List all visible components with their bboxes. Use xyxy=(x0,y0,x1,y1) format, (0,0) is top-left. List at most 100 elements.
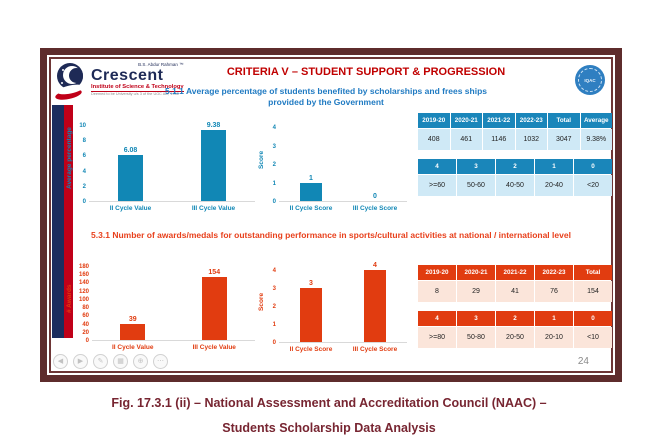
x-tick-label: II Cycle Score xyxy=(289,205,333,212)
y-tick-label: 0 xyxy=(272,340,276,346)
y-axis-ticks: 0 1 2 3 4 xyxy=(267,260,279,346)
bar-group: 154 xyxy=(201,268,227,340)
bar-group: 3 xyxy=(300,280,322,342)
table-cell: 40-50 xyxy=(496,175,534,196)
x-axis-labels: II Cycle Score III Cycle Score xyxy=(279,343,407,353)
x-tick-label: III Cycle Value xyxy=(192,344,236,351)
bar-group: 9.38 xyxy=(201,122,226,201)
iqac-seal-label: IQAC xyxy=(584,77,596,83)
bar xyxy=(120,323,146,340)
awards-tables: 2019-20 2020-21 2021-22 2022-23 Total 8 29 41 76… xyxy=(418,265,612,348)
table-header-cell: Total xyxy=(548,113,580,128)
y-tick-label: 4 xyxy=(272,268,276,274)
slide: B.S. Abdur Rahman ™ Crescent Institute o… xyxy=(49,57,613,373)
next-button[interactable]: ▶ xyxy=(73,354,88,369)
bar-value-label: 154 xyxy=(208,268,221,276)
table-cell: 50-60 xyxy=(457,175,495,196)
all-slides-button[interactable]: ▦ xyxy=(113,354,128,369)
table-header-cell: 0 xyxy=(574,311,612,326)
page-number: 24 xyxy=(577,356,589,367)
table-header-cell: 0 xyxy=(574,159,612,174)
table-cell: 8 xyxy=(418,281,456,302)
table-cell: >=80 xyxy=(418,327,456,348)
y-tick-label: 0 xyxy=(82,199,86,205)
bar xyxy=(300,288,322,342)
table-cell: 20-40 xyxy=(535,175,573,196)
logo-trademark: B.S. Abdur Rahman ™ xyxy=(138,62,184,67)
scholarship-scale-table: 4 3 2 1 0 >=60 50-60 40-50 20-40 <20 xyxy=(418,159,612,196)
y-tick-label: 100 xyxy=(78,296,89,303)
table-cell: 50-80 xyxy=(457,327,495,348)
bar-group: 6.08 xyxy=(118,147,143,201)
y-tick-label: 0 xyxy=(272,199,276,205)
chart-awards-count: # Awards 0 20 40 60 80 100 120 140 160 180 39 154 II … xyxy=(65,256,255,351)
table-header-cell: 4 xyxy=(418,159,456,174)
x-tick-label: III Cycle Score xyxy=(352,346,398,353)
y-tick-label: 1 xyxy=(272,180,276,187)
scholarship-tables: 2019-20 2020-21 2021-22 2022-23 Total Average… xyxy=(418,113,612,196)
x-tick-label: II Cycle Value xyxy=(111,344,154,351)
table-cell: 41 xyxy=(496,281,534,302)
slide-frame: B.S. Abdur Rahman ™ Crescent Institute o… xyxy=(40,48,622,382)
table-cell: 76 xyxy=(535,281,573,302)
bar-value-label: 3 xyxy=(309,280,313,287)
y-tick-label: 160 xyxy=(78,272,89,279)
logo-institute: Institute of Science & Technology xyxy=(91,84,184,93)
bar xyxy=(201,276,227,340)
y-tick-label: 60 xyxy=(82,313,89,320)
y-axis-label: Average percentage xyxy=(66,127,73,190)
x-tick-label: II Cycle Value xyxy=(109,205,152,212)
table-header-cell: 2022-23 xyxy=(535,265,573,280)
previous-button[interactable]: ◀ xyxy=(53,354,68,369)
decorative-stripe xyxy=(52,105,73,338)
pen-button[interactable]: ✎ xyxy=(93,354,108,369)
bar-value-label: 4 xyxy=(373,262,377,269)
bar xyxy=(201,129,226,201)
bar-group: 39 xyxy=(120,316,146,340)
table-header-cell: 2022-23 xyxy=(515,113,547,128)
zoom-button[interactable]: ⊕ xyxy=(133,354,148,369)
table-header-cell: 2020-21 xyxy=(450,113,482,128)
bar-value-label: 6.08 xyxy=(123,146,138,154)
bar xyxy=(364,270,386,342)
awards-years-table: 2019-20 2020-21 2021-22 2022-23 Total 8 29 41 76… xyxy=(418,265,612,302)
figure-caption-line1: Fig. 17.3.1 (ii) – National Assessment a… xyxy=(111,396,547,410)
bar-group: 0 xyxy=(364,193,386,201)
y-axis-ticks: 0 2 4 6 8 10 xyxy=(75,115,89,205)
table-cell: 1146 xyxy=(483,129,515,150)
table-header-cell: 3 xyxy=(457,311,495,326)
chart-awards-score: Score 0 1 2 3 4 3 4 II Cycle Score III Cycle Scor… xyxy=(257,260,407,353)
y-axis-ticks: 0 1 2 3 4 xyxy=(267,117,279,205)
crescent-logo: B.S. Abdur Rahman ™ Crescent Institute o… xyxy=(54,61,186,103)
y-tick-label: 8 xyxy=(82,138,86,145)
x-tick-label: III Cycle Score xyxy=(352,205,398,212)
y-tick-label: 3 xyxy=(272,143,276,150)
table-header-cell: 1 xyxy=(535,311,573,326)
x-tick-label: III Cycle Value xyxy=(191,205,236,212)
table-cell: <10 xyxy=(574,327,612,348)
table-cell: 29 xyxy=(457,281,495,302)
x-tick-label: II Cycle Score xyxy=(289,346,333,353)
table-header-cell: 4 xyxy=(418,311,456,326)
logo-name: Crescent xyxy=(91,66,164,84)
table-cell: 3047 xyxy=(548,129,580,150)
y-tick-label: 4 xyxy=(272,125,276,131)
y-tick-label: 2 xyxy=(272,304,276,310)
y-tick-label: 0 xyxy=(85,338,89,344)
y-tick-label: 80 xyxy=(82,305,89,312)
table-header-cell: 3 xyxy=(457,159,495,174)
table-header-cell: Total xyxy=(574,265,612,280)
y-tick-label: 40 xyxy=(82,321,89,328)
table-cell: >=60 xyxy=(418,175,456,196)
table-cell: 9.38% xyxy=(580,129,612,150)
y-axis-label: Score xyxy=(258,292,265,311)
table-header-cell: 2021-22 xyxy=(496,265,534,280)
more-button[interactable]: ⋯ xyxy=(153,354,168,369)
table-header-cell: 2020-21 xyxy=(457,265,495,280)
plot-area: 6.08 9.38 xyxy=(89,115,255,202)
logo-deemed-line: Deemed to be University u/s 3 of the UGC… xyxy=(91,92,179,97)
y-tick-label: 140 xyxy=(78,280,89,287)
slide-title: CRITERIA V – STUDENT SUPPORT & PROGRESSI… xyxy=(226,66,506,78)
